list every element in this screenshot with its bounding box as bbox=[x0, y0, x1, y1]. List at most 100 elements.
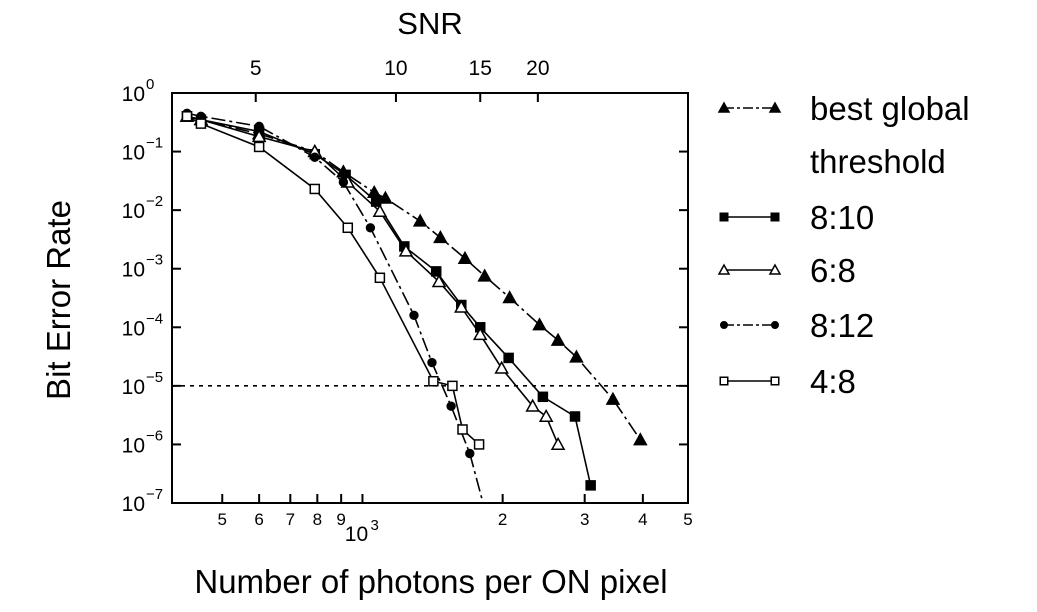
series-line bbox=[186, 115, 592, 486]
series-0 bbox=[179, 108, 648, 446]
plot-frame bbox=[171, 92, 689, 504]
data-point bbox=[550, 332, 566, 346]
y-tick-label: 10 bbox=[122, 493, 145, 516]
y-tick-label-exponent: −5 bbox=[146, 369, 163, 386]
data-point bbox=[605, 391, 621, 405]
data-point bbox=[447, 380, 458, 392]
series-line bbox=[186, 115, 641, 441]
x-tick-label-exponent: 3 bbox=[370, 517, 378, 534]
data-point bbox=[431, 274, 447, 288]
legend-marker-right bbox=[768, 101, 782, 113]
data-point bbox=[338, 177, 349, 187]
legend-marker-left bbox=[720, 321, 728, 329]
data-point bbox=[525, 398, 540, 412]
data-point bbox=[378, 190, 393, 204]
legend-label-line: best global bbox=[810, 90, 970, 127]
y-tick-label: 10 bbox=[122, 200, 145, 223]
data-point bbox=[428, 375, 439, 387]
data-point bbox=[537, 391, 549, 403]
x-tick-label: 6 bbox=[254, 510, 263, 529]
data-point bbox=[398, 243, 414, 257]
data-point bbox=[254, 121, 264, 132]
data-point bbox=[503, 352, 514, 364]
data-point bbox=[370, 196, 382, 207]
legend-marker-left bbox=[717, 263, 731, 275]
legend-label: 8:12 bbox=[810, 307, 874, 344]
data-point bbox=[569, 349, 584, 363]
legend-label: 8:10 bbox=[810, 199, 874, 236]
series-4 bbox=[181, 111, 485, 450]
data-point bbox=[181, 111, 193, 122]
y-axis-label: Bit Error Rate bbox=[40, 200, 77, 400]
legend-marker-right bbox=[770, 212, 780, 222]
x-axis-label: Number of photons per ON pixel bbox=[194, 563, 667, 600]
y-tick-label-exponent: −6 bbox=[146, 427, 163, 444]
data-point bbox=[195, 118, 207, 129]
y-tick-label-exponent: −7 bbox=[146, 486, 163, 503]
legend-label: 6:8 bbox=[810, 252, 856, 289]
y-tick-label: 10 bbox=[122, 317, 145, 340]
legend-label-line: threshold bbox=[810, 143, 946, 180]
x-tick-label: 3 bbox=[580, 510, 589, 529]
y-tick-label: 10 bbox=[122, 434, 145, 457]
data-point bbox=[251, 129, 267, 143]
x-tick-label: 5 bbox=[218, 510, 227, 529]
data-point bbox=[477, 268, 492, 282]
data-point bbox=[472, 327, 488, 341]
y-tick-label: 10 bbox=[122, 83, 145, 106]
data-point bbox=[409, 310, 419, 321]
data-point bbox=[430, 266, 442, 277]
series-line bbox=[186, 115, 559, 445]
series-layer bbox=[179, 108, 648, 503]
data-point bbox=[412, 213, 428, 227]
legend-marker-right bbox=[770, 376, 780, 386]
data-point bbox=[569, 411, 581, 422]
x-tick-label: 2 bbox=[498, 510, 507, 529]
data-point bbox=[433, 230, 448, 244]
data-point bbox=[538, 408, 554, 423]
legend-item-1: 8:10 bbox=[719, 199, 874, 236]
data-point bbox=[585, 480, 596, 491]
x-tick-label: 4 bbox=[638, 510, 647, 529]
top-tick-label: 15 bbox=[469, 57, 492, 80]
legend-item-2: 6:8 bbox=[717, 252, 856, 289]
legend-layer: best global threshold 8:10 6:8 8:12 4:8 bbox=[717, 90, 970, 400]
data-point bbox=[427, 357, 437, 368]
x-tick-label: 8 bbox=[313, 510, 322, 529]
y-tick-label-exponent: −1 bbox=[146, 135, 163, 152]
legend-marker-right bbox=[768, 263, 782, 275]
y-tick-label-exponent: −3 bbox=[146, 252, 163, 269]
series-2 bbox=[179, 108, 566, 450]
top-axis-label: SNR bbox=[397, 6, 462, 41]
data-point bbox=[457, 250, 473, 264]
top-tick-label: 5 bbox=[250, 57, 262, 80]
axes-layer: 10 010 −110 −210 −310 −410 −510 −610 −75 6 7 8 910 3 2… bbox=[122, 57, 693, 546]
data-point bbox=[253, 141, 265, 153]
x-tick-label: 7 bbox=[286, 510, 295, 529]
data-point bbox=[365, 223, 376, 233]
data-point bbox=[374, 272, 386, 284]
series-line bbox=[186, 115, 480, 446]
legend-label: 4:8 bbox=[810, 363, 856, 400]
data-point bbox=[457, 424, 468, 435]
data-point bbox=[310, 152, 320, 162]
y-tick-label: 10 bbox=[122, 259, 145, 282]
data-point bbox=[473, 439, 485, 450]
data-point bbox=[465, 448, 475, 459]
data-point bbox=[550, 436, 566, 450]
legend-item-3: 8:12 bbox=[720, 307, 874, 344]
y-tick-label: 10 bbox=[122, 376, 145, 399]
y-tick-label-exponent: −2 bbox=[146, 193, 163, 210]
x-tick-label: 9 bbox=[336, 510, 345, 529]
x-tick-label: 5 bbox=[683, 510, 692, 529]
data-point bbox=[494, 360, 509, 374]
legend-item-4: 4:8 bbox=[719, 363, 856, 400]
legend-marker-left bbox=[719, 212, 729, 222]
x-tick-label: 10 bbox=[345, 523, 368, 546]
legend-marker-left bbox=[717, 101, 731, 113]
series-1 bbox=[181, 111, 596, 491]
top-tick-label: 20 bbox=[526, 57, 549, 80]
data-point bbox=[633, 432, 648, 446]
data-point bbox=[502, 290, 517, 304]
